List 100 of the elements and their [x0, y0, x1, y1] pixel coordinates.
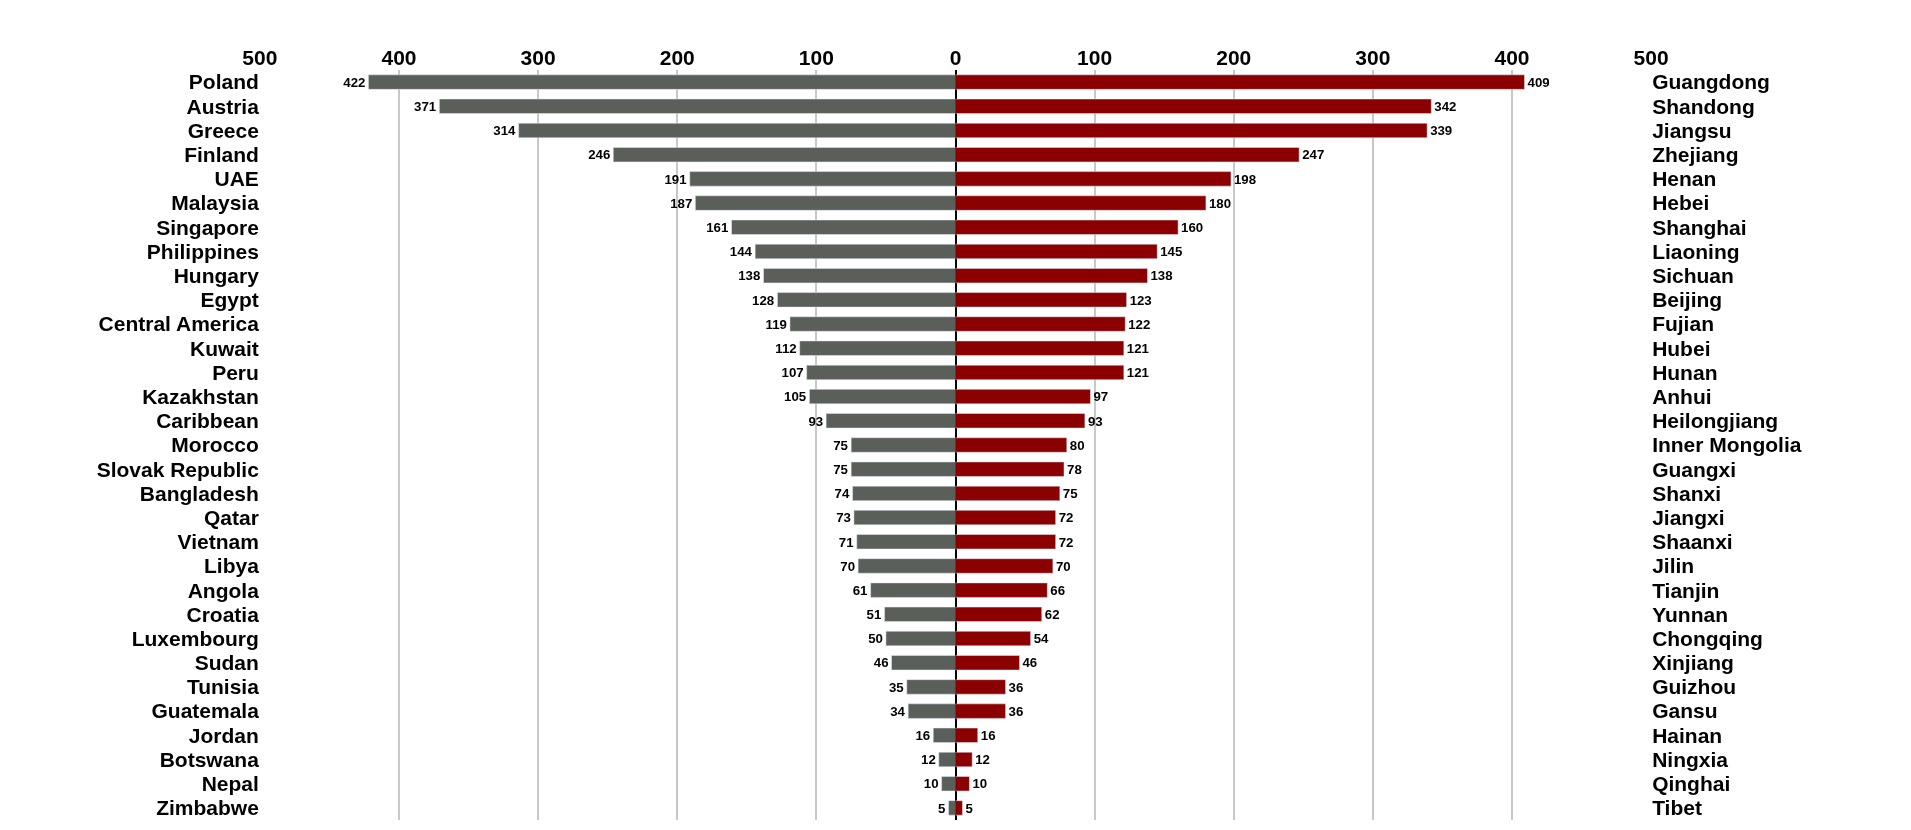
data-label: 314	[493, 123, 517, 139]
data-label: 128	[752, 292, 775, 308]
y-tick-label: Guizhou	[1652, 675, 1737, 699]
data-label: 97	[1093, 389, 1109, 405]
data-label: 160	[1181, 219, 1204, 235]
y-tick-label: Zhejiang	[1652, 143, 1739, 167]
y-tick-label: Egypt	[200, 288, 259, 312]
y-tick-label: Central America	[98, 312, 260, 336]
y-tick-label: Tianjin	[1652, 578, 1720, 602]
y-tick-label: Guatemala	[151, 699, 260, 723]
y-tick-label: Inner Mongolia	[1652, 433, 1802, 457]
x-tick-label: 500	[1633, 45, 1669, 69]
y-tick-label: Qinghai	[1652, 772, 1731, 796]
y-tick-label: Sichuan	[1652, 264, 1734, 287]
data-label: 10	[972, 776, 988, 792]
y-tick-label: Shaanxi	[1652, 530, 1733, 554]
data-label: 144	[729, 244, 753, 260]
y-tick-label: Jiangxi	[1652, 505, 1725, 529]
data-label: 70	[840, 558, 856, 574]
y-tick-label: Peru	[212, 360, 259, 384]
data-label: 119	[765, 316, 787, 332]
y-tick-label: Malaysia	[171, 191, 260, 215]
y-tick-label: Nepal	[201, 772, 259, 796]
data-label: 12	[975, 752, 990, 768]
y-tick-label: Chongqing	[1652, 626, 1763, 650]
data-label: 187	[670, 195, 693, 211]
y-tick-label: Philippines	[146, 239, 259, 263]
data-label: 246	[588, 147, 611, 163]
data-label: 121	[1126, 365, 1149, 381]
data-label: 36	[1008, 703, 1024, 719]
y-tick-label: Qatar	[204, 505, 259, 529]
y-tick-label: UAE	[214, 167, 259, 191]
data-label: 5	[965, 800, 973, 816]
data-label: 198	[1233, 171, 1257, 187]
x-tick-label: 400	[381, 45, 417, 69]
y-tick-label: Heilongjiang	[1652, 409, 1779, 433]
y-tick-label: Yunnan	[1652, 602, 1728, 626]
data-label: 50	[868, 631, 883, 647]
x-tick-label: 400	[1494, 45, 1530, 69]
x-tick-label: 200	[1216, 45, 1252, 69]
data-label: 74	[834, 486, 850, 502]
y-tick-label: Hubei	[1652, 336, 1711, 360]
x-tick-label: 500	[242, 45, 278, 69]
data-label: 75	[1062, 486, 1078, 502]
x-tick-label: 100	[798, 45, 834, 69]
data-label: 5	[937, 800, 946, 816]
data-label: 61	[852, 582, 868, 598]
data-label: 180	[1208, 195, 1232, 211]
data-label: 339	[1430, 123, 1453, 139]
y-tick-label: Zimbabwe	[156, 796, 259, 820]
data-label: 46	[1022, 655, 1038, 671]
y-tick-label: Shanxi	[1652, 481, 1721, 505]
data-label: 16	[980, 728, 996, 744]
y-tick-label: Anhui	[1652, 384, 1712, 408]
x-tick-label: 200	[659, 45, 695, 69]
y-tick-label: Finland	[184, 143, 259, 167]
y-tick-label: Botswana	[159, 747, 260, 771]
data-label: 51	[866, 607, 882, 623]
data-label: 12	[921, 752, 936, 768]
y-tick-label: Kazakhstan	[142, 384, 259, 408]
y-tick-label: Guangdong	[1652, 70, 1770, 94]
y-tick-label: Singapore	[156, 215, 259, 239]
data-label: 54	[1033, 631, 1049, 647]
y-tick-label: Morocco	[171, 433, 259, 457]
data-label: 34	[890, 703, 906, 719]
data-label: 191	[664, 171, 687, 187]
y-tick-label: Jilin	[1652, 554, 1695, 578]
data-label: 75	[833, 437, 848, 453]
data-label: 78	[1067, 461, 1082, 477]
y-tick-label: Fujian	[1652, 312, 1714, 336]
data-label: 112	[775, 340, 797, 356]
y-tick-label: Hebei	[1652, 191, 1710, 215]
y-tick-label: Sudan	[194, 651, 259, 675]
data-label: 70	[1055, 558, 1071, 574]
y-tick-label: Croatia	[186, 602, 260, 626]
y-tick-label: Hunan	[1652, 360, 1718, 384]
y-tick-label: Henan	[1652, 167, 1717, 191]
y-tick-label: Jordan	[188, 723, 259, 747]
y-tick-label: Bangladesh	[139, 481, 259, 505]
data-label: 161	[706, 219, 729, 235]
y-tick-label: Angola	[187, 578, 260, 602]
data-label: 342	[1434, 99, 1457, 115]
y-tick-label: Xinjiang	[1652, 651, 1734, 675]
data-label: 105	[784, 389, 807, 405]
x-tick-label: 300	[520, 45, 556, 69]
data-label: 71	[838, 534, 854, 550]
data-label: 138	[1150, 268, 1173, 284]
y-tick-label: Shanghai	[1652, 215, 1747, 239]
data-label: 10	[923, 776, 939, 792]
y-tick-label: Austria	[186, 94, 260, 118]
data-label: 371	[414, 99, 437, 115]
y-tick-label: Tibet	[1652, 796, 1702, 820]
y-tick-label: Slovak Republic	[96, 457, 260, 481]
data-label: 46	[873, 655, 889, 671]
data-label: 138	[738, 268, 761, 284]
data-label: 107	[781, 365, 804, 381]
y-tick-label: Kuwait	[190, 336, 259, 360]
data-label: 93	[1087, 413, 1103, 429]
y-tick-label: Jiangsu	[1652, 118, 1732, 142]
data-label: 36	[1008, 679, 1024, 695]
